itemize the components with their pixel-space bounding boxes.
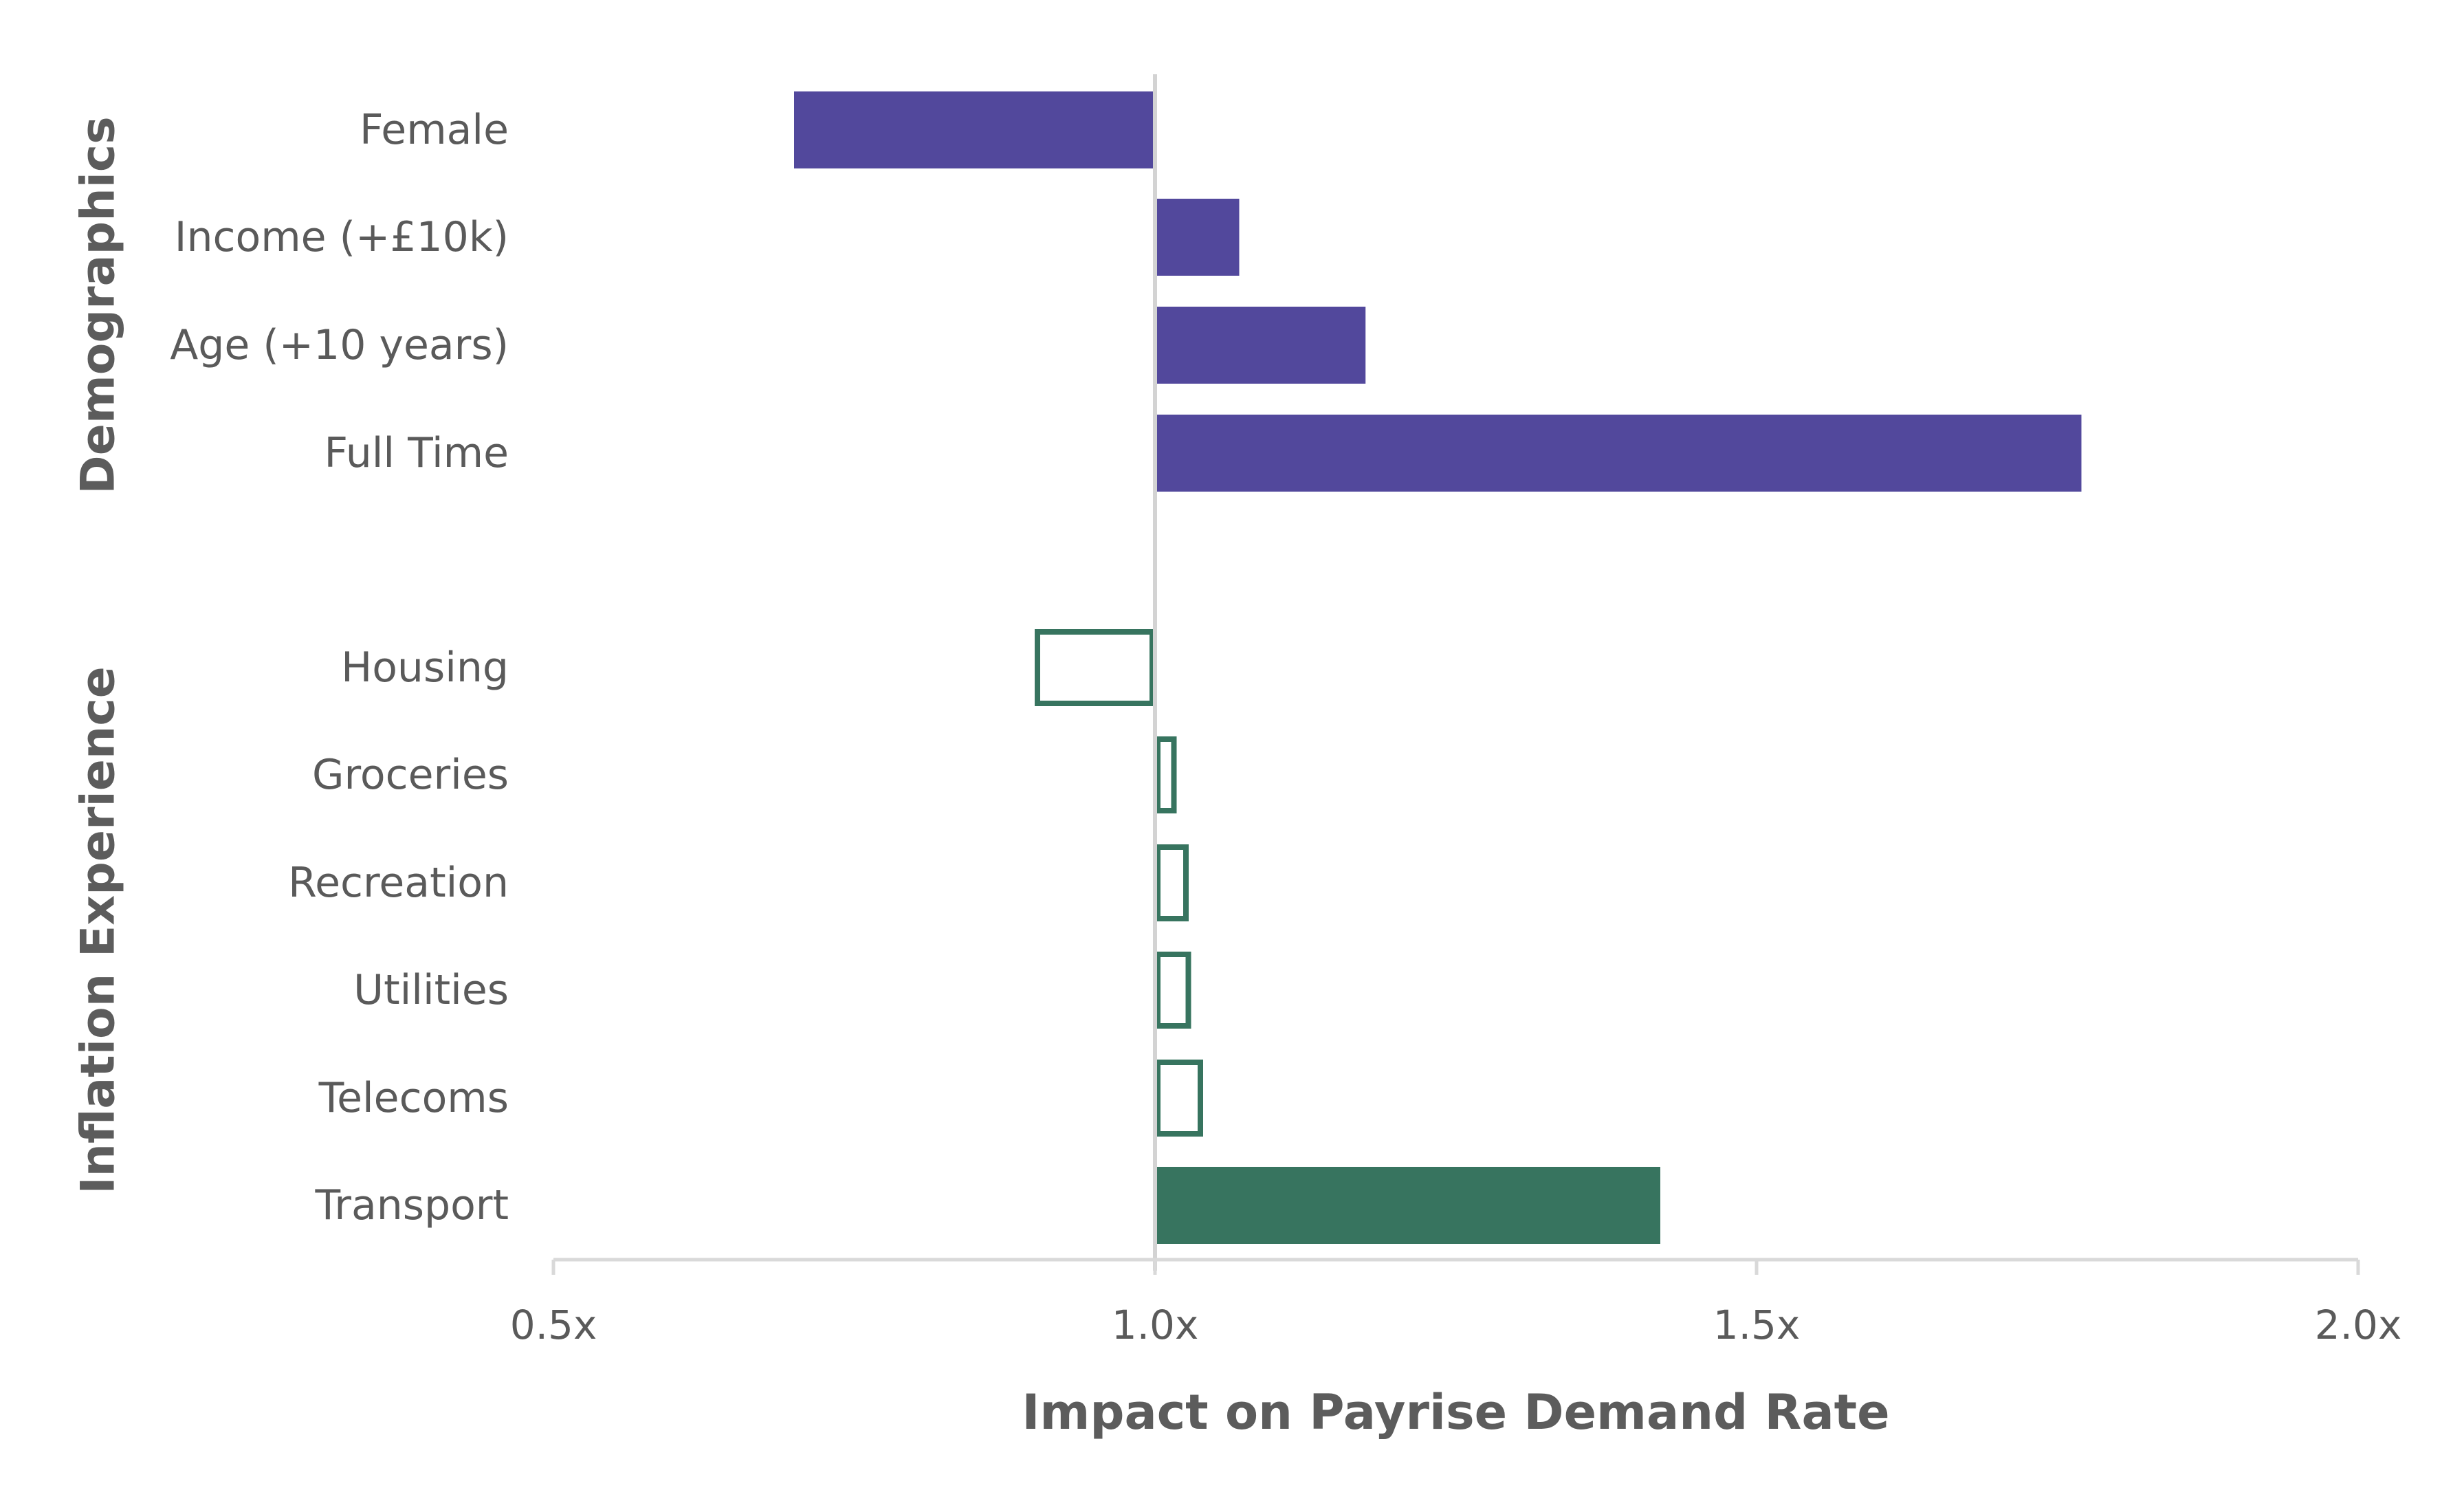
category-label-transport: Transport: [314, 1181, 509, 1229]
category-label-recreation: Recreation: [288, 859, 509, 907]
group-labels: Demographics Inflation Experience: [72, 116, 126, 1194]
bar-income-10k: [1155, 199, 1240, 276]
category-label-full-time: Full Time: [324, 429, 509, 477]
bar-groceries: [1155, 736, 1177, 813]
x-axis-title: Impact on Payrise Demand Rate: [1022, 1384, 1889, 1440]
bar-utilities: [1155, 952, 1191, 1029]
bars-layer: [794, 91, 2082, 1244]
x-tick-label: 2.0x: [2315, 1302, 2402, 1348]
category-label-female: Female: [360, 106, 509, 154]
category-label-groceries: Groceries: [312, 751, 509, 799]
group-label-demographics: Demographics: [72, 116, 126, 494]
category-label-income-10k: Income (+£10k): [175, 213, 509, 261]
bar-transport: [1155, 1167, 1660, 1244]
bar-full-time: [1155, 415, 2082, 492]
category-label-housing: Housing: [341, 644, 509, 692]
bar-age-10-years: [1155, 307, 1366, 384]
bar-telecoms: [1155, 1060, 1203, 1137]
category-label-utilities: Utilities: [353, 966, 509, 1014]
category-label-telecoms: Telecoms: [318, 1074, 509, 1122]
bar-female: [794, 91, 1155, 168]
x-axis-ticks: 0.5x 1.0x 1.5x 2.0x: [510, 1260, 2402, 1348]
x-tick-label: 1.5x: [1713, 1302, 1801, 1348]
bar-housing: [1035, 629, 1155, 706]
x-tick-label: 0.5x: [510, 1302, 597, 1348]
bar-recreation: [1155, 844, 1189, 921]
category-labels: Female Income (+£10k) Age (+10 years) Full …: [170, 106, 509, 1229]
group-label-inflation-experience: Inflation Experience: [72, 666, 126, 1194]
x-tick-label: 1.0x: [1112, 1302, 1199, 1348]
category-label-age-10-years: Age (+10 years): [170, 321, 509, 369]
